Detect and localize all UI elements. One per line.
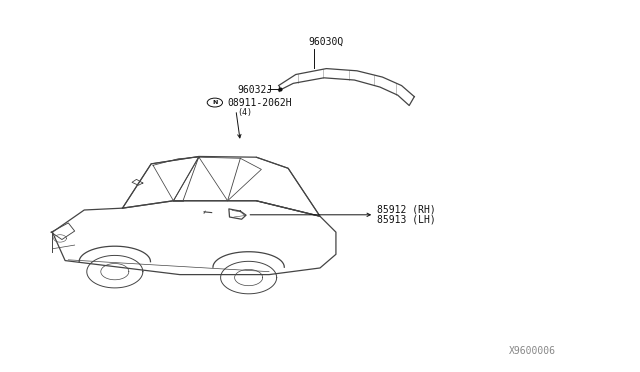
Text: 96032J: 96032J <box>237 85 273 95</box>
Text: (4): (4) <box>237 108 252 117</box>
Text: N: N <box>212 100 218 105</box>
Text: 85913 (LH): 85913 (LH) <box>378 214 436 224</box>
Text: X9600006: X9600006 <box>509 346 556 356</box>
Text: 96030Q: 96030Q <box>308 36 344 46</box>
Text: 85912 (RH): 85912 (RH) <box>378 205 436 215</box>
Text: 08911-2062H: 08911-2062H <box>228 98 292 108</box>
